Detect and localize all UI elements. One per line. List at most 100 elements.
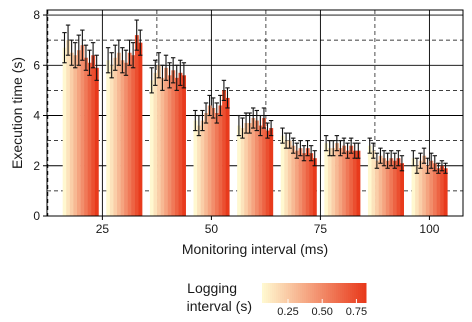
error-bar — [381, 150, 387, 167]
bar — [182, 75, 186, 216]
y-tick-label: 0 — [33, 209, 40, 223]
bar — [174, 77, 179, 216]
colorbar-segment — [284, 283, 287, 303]
error-bar — [265, 122, 270, 139]
error-bar — [83, 44, 89, 71]
colorbar-segment — [362, 283, 365, 303]
error-bar — [123, 49, 129, 76]
bar — [287, 140, 292, 216]
bar — [73, 55, 78, 216]
error-bar — [203, 102, 209, 124]
error-bar — [221, 79, 227, 101]
x-tick-label: 100 — [419, 222, 439, 236]
error-bar — [291, 137, 296, 154]
bar — [120, 60, 125, 217]
bar — [265, 130, 270, 216]
colorbar-segment — [324, 283, 327, 303]
error-bar — [73, 42, 78, 69]
legend: Logging interval (s) 0.25 0.50 0.75 — [187, 280, 367, 318]
colorbar-segment — [314, 283, 317, 303]
bar — [418, 160, 423, 216]
error-bar — [421, 147, 427, 164]
bar — [157, 65, 161, 216]
colorbar-segment — [304, 283, 307, 303]
legend-title-line-1: Logging — [187, 280, 237, 296]
error-bar — [385, 152, 390, 169]
bar — [371, 150, 376, 216]
error-bar — [425, 157, 430, 174]
colorbar-segment — [276, 283, 279, 303]
error-bar — [399, 155, 405, 172]
bar — [305, 148, 310, 216]
bar — [422, 155, 427, 216]
colorbar-segment — [360, 283, 363, 303]
colorbar-segment — [282, 283, 285, 303]
bar — [222, 90, 226, 216]
bar — [240, 128, 245, 216]
bar — [356, 150, 361, 216]
bar — [284, 140, 289, 216]
error-bar — [411, 150, 416, 167]
error-bar — [396, 150, 401, 167]
bar — [302, 153, 307, 216]
colorbar-segment — [348, 283, 351, 303]
error-bar — [207, 94, 212, 117]
colorbar-segment — [320, 283, 323, 303]
error-bar — [218, 94, 223, 117]
error-bar — [261, 107, 267, 129]
bar — [178, 72, 183, 217]
colorbar-segment — [334, 283, 337, 303]
error-bar — [116, 39, 122, 66]
error-bar — [113, 44, 118, 71]
error-bar — [105, 47, 111, 74]
bar — [171, 70, 176, 216]
bar — [225, 97, 230, 216]
colorbar-segment — [286, 283, 289, 303]
error-bar — [374, 152, 380, 169]
colorbar-segment — [338, 283, 341, 303]
error-bar — [298, 140, 303, 157]
error-bar — [341, 137, 347, 154]
colorbar-segment — [300, 283, 303, 303]
y-tick-label: 4 — [33, 109, 40, 123]
colorbar-segment — [308, 283, 311, 303]
bar — [247, 123, 252, 216]
error-bar — [90, 42, 96, 69]
bar — [80, 45, 85, 216]
bar — [138, 42, 143, 216]
error-bar — [294, 142, 300, 159]
error-bar — [240, 117, 245, 139]
error-bar — [305, 140, 310, 157]
bar — [352, 150, 357, 216]
colorbar-segment — [294, 283, 297, 303]
bar — [160, 77, 165, 216]
plot-frame — [46, 9, 464, 217]
error-bar — [127, 39, 132, 66]
bar — [298, 148, 303, 216]
bar — [291, 145, 296, 216]
legend-labels: 0.25 0.50 0.75 — [277, 299, 367, 318]
error-bar — [247, 112, 252, 134]
colorbar-segment — [328, 283, 331, 303]
error-bar — [367, 137, 372, 154]
error-bar — [287, 132, 292, 149]
bar — [312, 158, 317, 216]
error-bar — [308, 145, 314, 162]
error-bar — [153, 59, 158, 86]
bar — [66, 40, 71, 216]
bar — [255, 120, 259, 216]
colorbar-segment — [318, 283, 321, 303]
error-bar — [62, 32, 67, 64]
bar — [443, 168, 448, 216]
colorbar-segment — [336, 283, 339, 303]
colorbar-segment — [358, 283, 361, 303]
error-bar — [392, 152, 397, 169]
bar — [327, 148, 332, 216]
error-bar — [236, 114, 242, 137]
error-bar — [378, 147, 383, 164]
colorbar-segment — [270, 283, 273, 303]
legend-label: 0.25 — [277, 306, 298, 318]
x-tick-label: 25 — [96, 222, 110, 236]
colorbar-segment — [262, 283, 265, 303]
colorbar-segment — [288, 283, 291, 303]
